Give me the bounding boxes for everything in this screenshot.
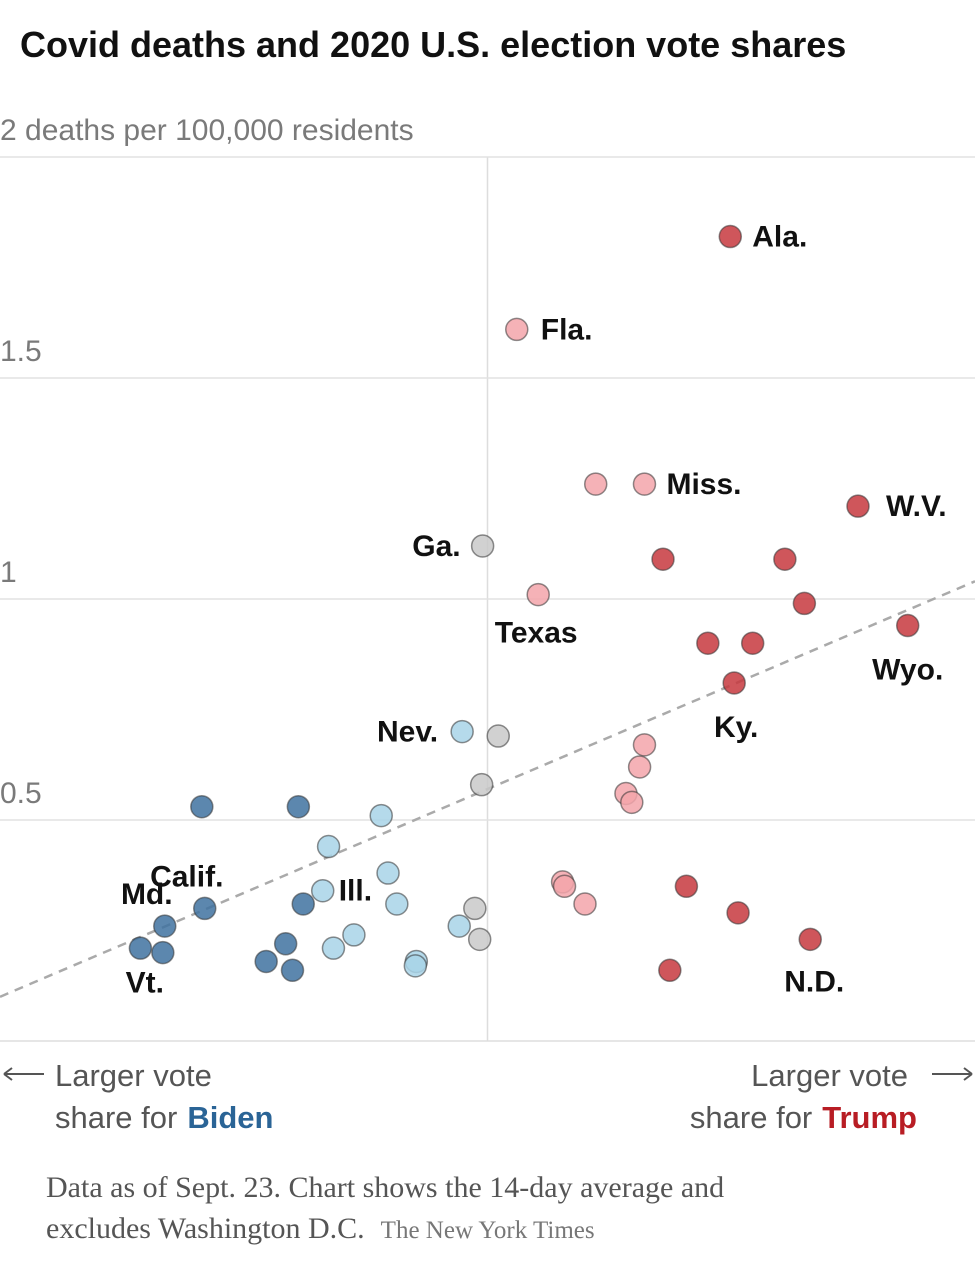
y-tick-label: 1: [0, 556, 17, 589]
point: [792, 591, 817, 616]
point: [376, 861, 400, 885]
point: [526, 582, 550, 607]
plot-area: 2 deaths per 100,000 residents 1.5 1 0.5 Ala…: [0, 114, 975, 1000]
point: [403, 954, 428, 978]
point: [718, 224, 743, 249]
point: [463, 896, 487, 921]
point: [627, 755, 652, 779]
point: [470, 534, 495, 558]
left-highlight: Biden: [187, 1100, 273, 1135]
point: [469, 772, 494, 797]
point-label: Texas: [495, 617, 578, 650]
chart-title: Covid deaths and 2020 U.S. election vote…: [20, 24, 846, 65]
point: [773, 547, 797, 571]
point: [740, 631, 765, 655]
point: [342, 923, 366, 947]
right-arrow: [932, 1067, 973, 1081]
point: [280, 958, 305, 983]
point: [193, 896, 217, 921]
point: [128, 936, 153, 960]
left-note: share for Biden: [55, 1100, 273, 1135]
footnote: excludes Washington D.C.: [46, 1212, 365, 1245]
point: [573, 892, 597, 916]
point: [467, 927, 492, 952]
point-label: Md.: [121, 878, 173, 911]
point: [632, 472, 657, 496]
right-highlight: Trump: [822, 1100, 917, 1135]
arrows: [3, 1067, 973, 1081]
point: [846, 494, 870, 518]
point-label: Ga.: [412, 530, 460, 563]
right-note: Larger vote: [751, 1058, 908, 1093]
point: [722, 671, 746, 695]
point: [674, 874, 699, 899]
right-note: share for: [690, 1100, 812, 1135]
point-label: W.V.: [886, 490, 947, 523]
footnote: excludes Washington D.C. The New York Tim…: [46, 1212, 595, 1245]
footnote: Data as of Sept. 23. Chart shows the 14-…: [46, 1171, 724, 1204]
point-label: Ala.: [752, 221, 807, 254]
point: [273, 932, 298, 956]
point: [583, 472, 608, 496]
point: [651, 547, 675, 571]
point-label: Wyo.: [872, 654, 943, 687]
right-note: share for Trump: [690, 1100, 917, 1135]
point: [726, 901, 750, 925]
point: [254, 949, 278, 974]
point: [620, 790, 644, 815]
point-label: N.D.: [784, 965, 844, 998]
point: [153, 914, 177, 938]
point: [310, 878, 335, 903]
point: [486, 724, 510, 748]
y-tick-label: 0.5: [0, 777, 42, 810]
left-note: share for: [55, 1100, 177, 1135]
point: [632, 733, 657, 757]
point-label: Fla.: [541, 313, 593, 346]
point: [450, 719, 474, 744]
point: [696, 631, 720, 655]
point: [552, 874, 577, 899]
point: [895, 613, 920, 638]
left-note: Larger vote: [55, 1058, 212, 1093]
y-tick-label: 1.5: [0, 335, 42, 368]
point-label: Vt.: [126, 967, 164, 1000]
point-label: Ky.: [714, 711, 758, 744]
point: [151, 940, 175, 965]
point: [658, 958, 682, 983]
point-label: Miss.: [666, 468, 741, 501]
y-tick-label: 2 deaths per 100,000 residents: [0, 114, 414, 147]
point: [385, 892, 409, 916]
point: [190, 794, 214, 819]
point: [798, 927, 822, 952]
point: [286, 794, 311, 819]
point-label: Ill.: [339, 875, 372, 908]
point: [447, 914, 471, 938]
point: [369, 803, 393, 828]
point: [505, 317, 529, 342]
point: [316, 834, 341, 859]
point: [291, 892, 315, 916]
left-arrow: [3, 1067, 44, 1081]
point: [321, 936, 346, 960]
source: The New York Times: [381, 1217, 595, 1244]
point-label: Nev.: [377, 716, 438, 749]
point-label: Calif.: [150, 860, 223, 893]
